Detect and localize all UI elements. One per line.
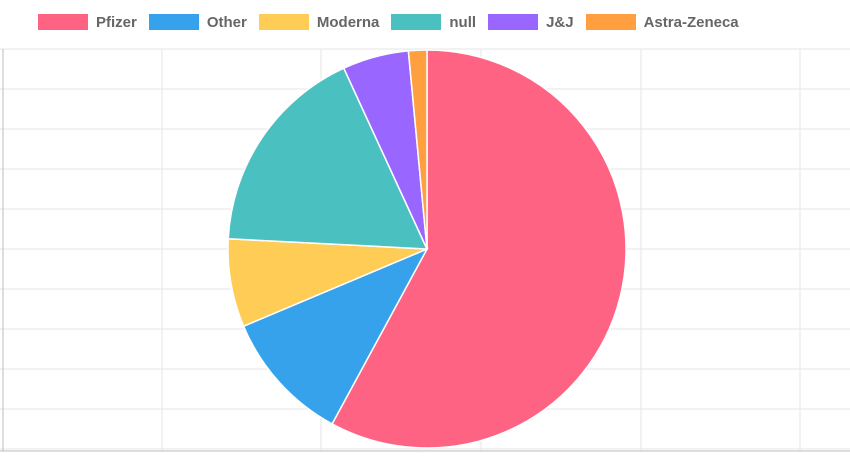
legend-item[interactable]: Pfizer (38, 14, 137, 31)
legend-label: Other (206, 13, 247, 31)
pie-slice-pfizer[interactable] (331, 49, 627, 449)
legend-swatch (38, 14, 88, 30)
pie-slice-null[interactable] (227, 67, 429, 250)
legend-item[interactable]: Astra-Zeneca (585, 13, 739, 31)
legend-label: Moderna (316, 13, 380, 31)
legend-item[interactable]: Moderna (258, 13, 380, 31)
legend-label: Astra-Zeneca (643, 13, 739, 31)
legend-swatch (585, 14, 636, 30)
legend-item[interactable]: null (391, 14, 476, 31)
legend: Pfizer Other Moderna null J&J Astra-Zeneca (0, 0, 850, 44)
legend-swatch (488, 14, 539, 30)
legend-label: null (449, 13, 477, 31)
legend-label: Pfizer (96, 13, 137, 31)
legend-swatch (391, 14, 442, 30)
pie-slice-other[interactable] (242, 247, 429, 425)
legend-item[interactable]: J&J (488, 14, 574, 31)
legend-item[interactable]: Other (148, 13, 247, 31)
legend-swatch (148, 14, 199, 30)
legend-label: J&J (546, 13, 574, 31)
pie-slice-astra-zeneca[interactable] (407, 49, 428, 250)
legend-swatch (258, 14, 309, 30)
